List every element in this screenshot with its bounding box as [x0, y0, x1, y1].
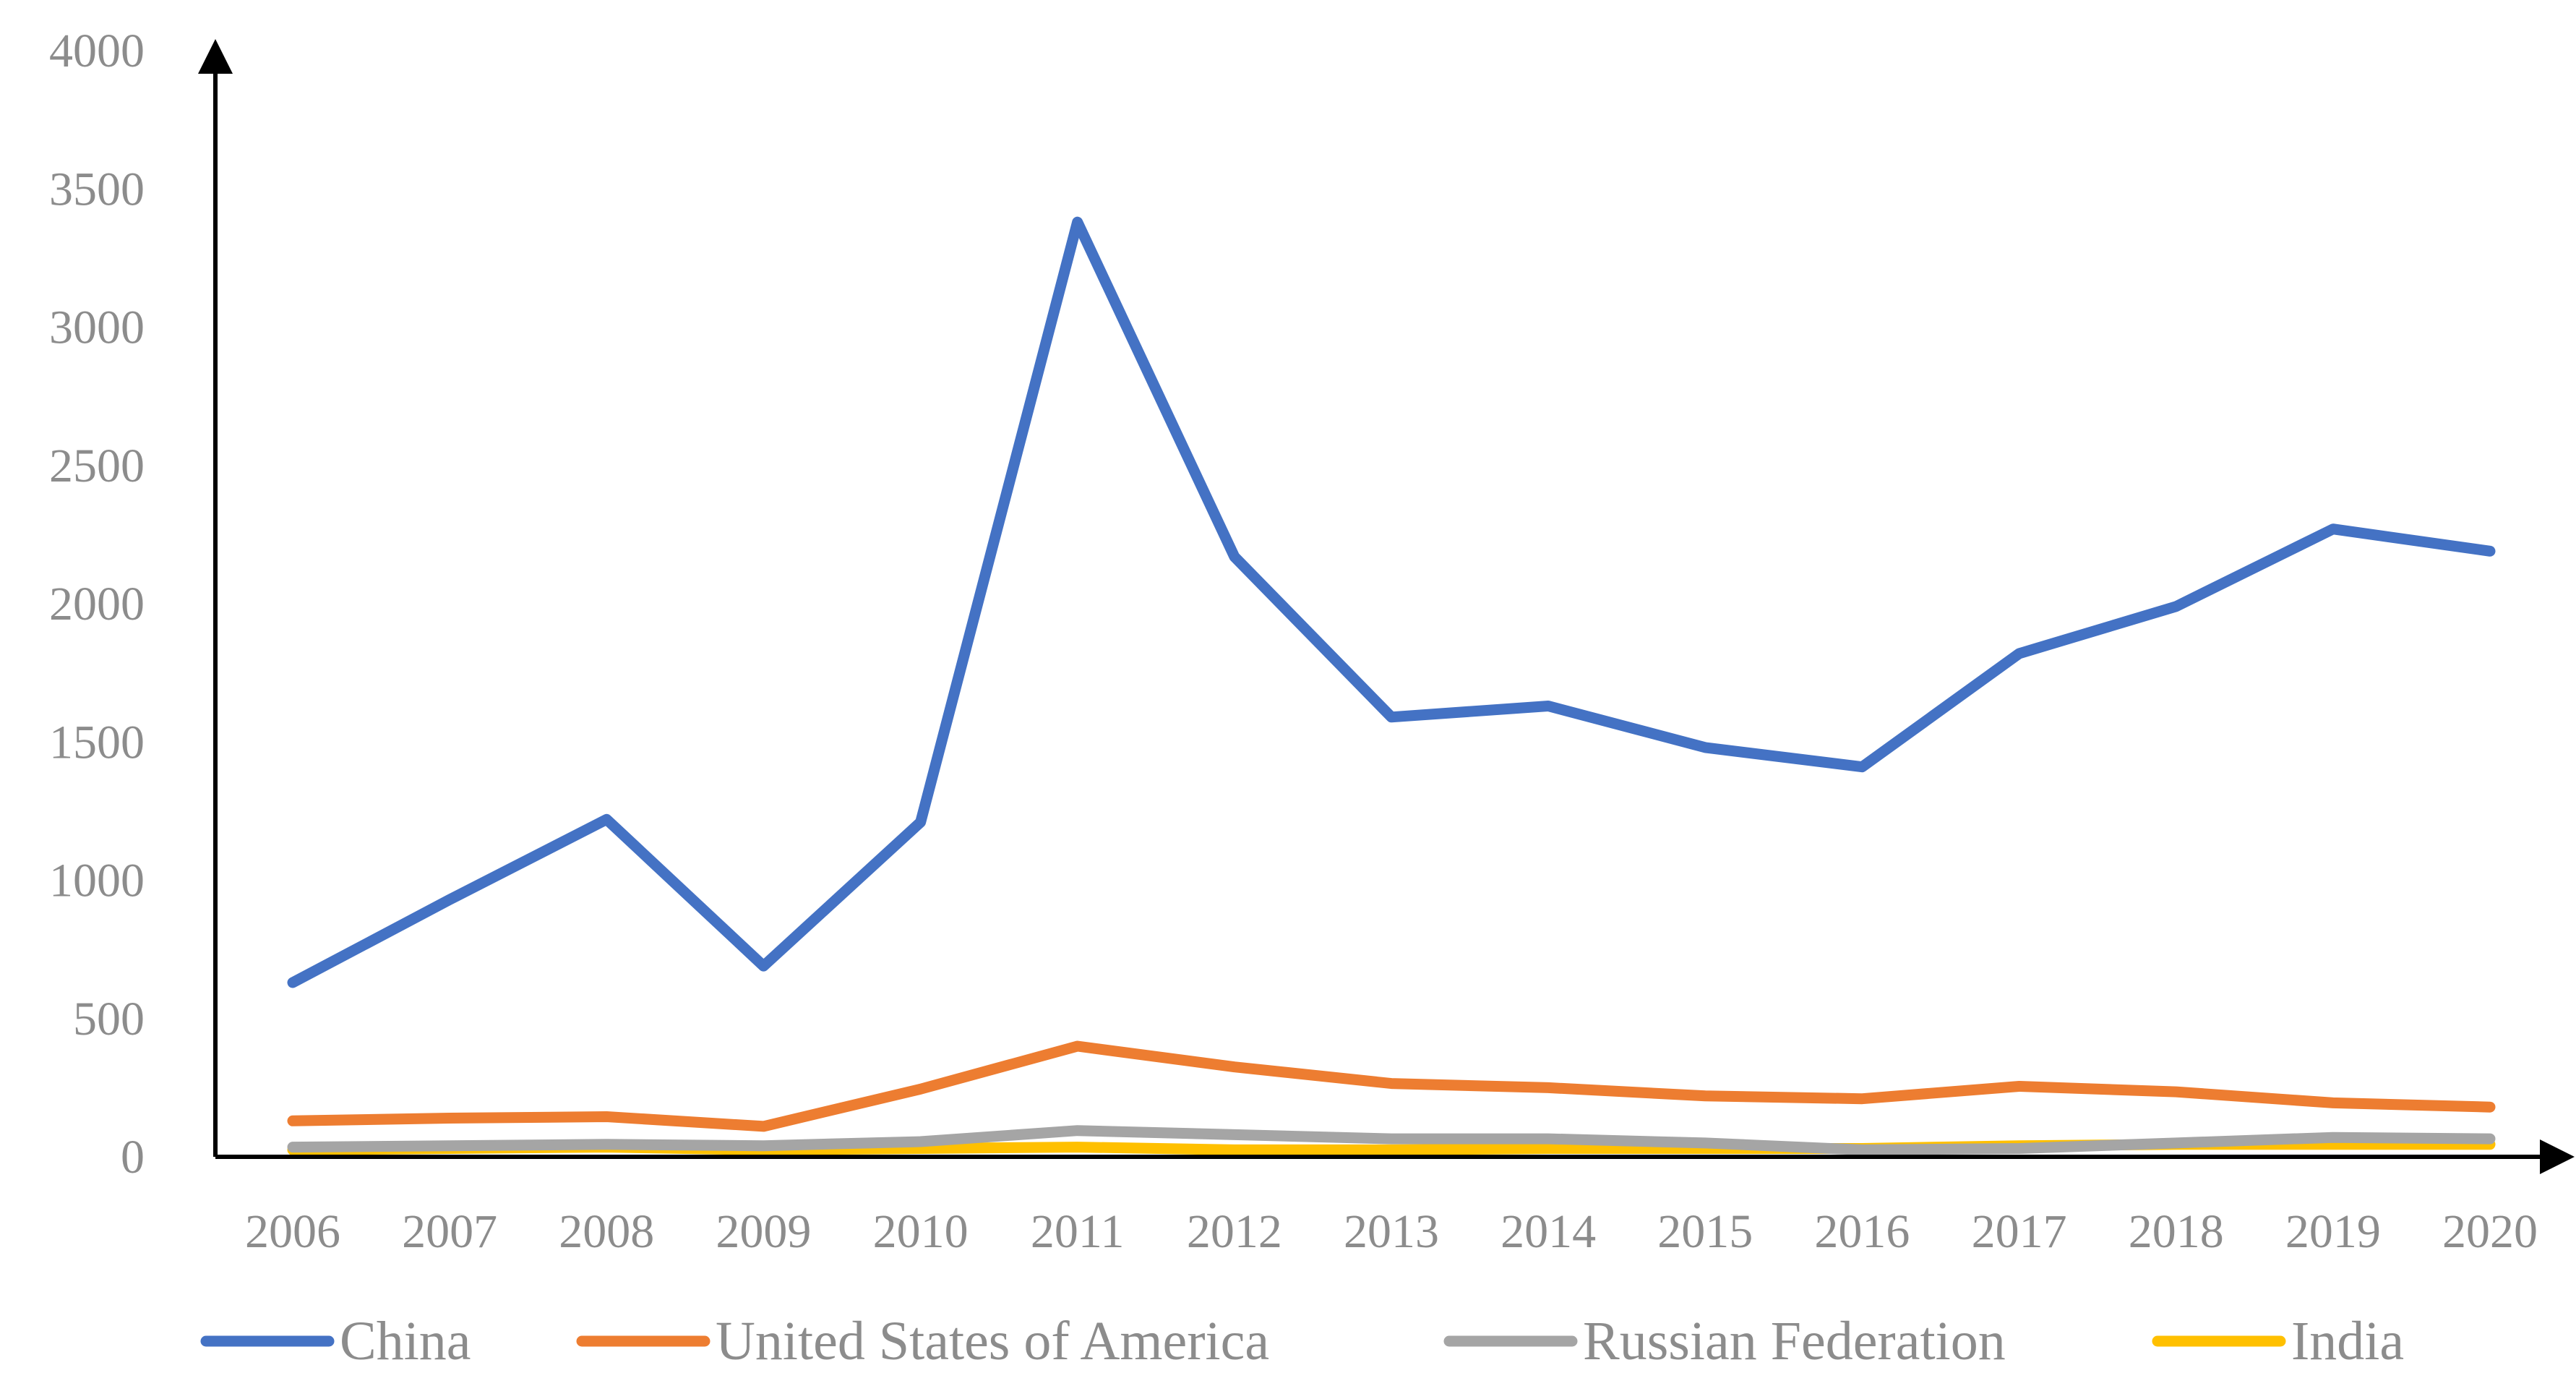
x-tick-labels: 2006 2007 2008 2009 2010 2011 2012 2013 2014 2015… [245, 1205, 2538, 1258]
y-tick-labels: 0 500 1000 1500 2000 2500 3000 3500 4000 [49, 25, 145, 1184]
y-tick-label: 4000 [49, 25, 145, 77]
series-line-1 [287, 1040, 2496, 1132]
x-tick-label: 2009 [716, 1205, 811, 1258]
x-tick-label: 2017 [1972, 1205, 2067, 1258]
y-tick-label: 1000 [49, 855, 145, 907]
series-line-2 [287, 1125, 2496, 1155]
x-tick-label: 2015 [1657, 1205, 1753, 1258]
y-tick-label: 1500 [49, 716, 145, 769]
y-tick-label: 3000 [49, 301, 145, 354]
y-tick-label: 0 [121, 1131, 145, 1184]
x-tick-label: 2014 [1500, 1205, 1596, 1258]
series-line-0 [287, 216, 2496, 988]
x-tick-label: 2018 [2129, 1205, 2224, 1258]
x-tick-label: 2008 [559, 1205, 654, 1258]
y-tick-label: 3500 [49, 163, 145, 215]
x-tick-label: 2016 [1814, 1205, 1910, 1258]
legend-label-0: China [340, 1311, 471, 1372]
legend-label-3: India [2291, 1311, 2404, 1372]
series-layer [287, 216, 2496, 1155]
x-tick-label: 2010 [873, 1205, 969, 1258]
legend: China United States of America Russian Fed… [200, 1311, 2404, 1372]
y-tick-label: 500 [73, 993, 145, 1045]
x-tick-label: 2012 [1187, 1205, 1282, 1258]
x-tick-label: 2013 [1344, 1205, 1439, 1258]
x-tick-label: 2011 [1031, 1205, 1125, 1258]
legend-label-2: Russian Federation [1583, 1311, 2006, 1372]
y-tick-label: 2500 [49, 440, 145, 492]
x-tick-label: 2007 [402, 1205, 497, 1258]
x-tick-label: 2006 [245, 1205, 340, 1258]
legend-label-1: United States of America [716, 1311, 1269, 1372]
x-tick-label: 2019 [2285, 1205, 2381, 1258]
x-tick-label: 2020 [2442, 1205, 2538, 1258]
y-tick-label: 2000 [49, 578, 145, 630]
